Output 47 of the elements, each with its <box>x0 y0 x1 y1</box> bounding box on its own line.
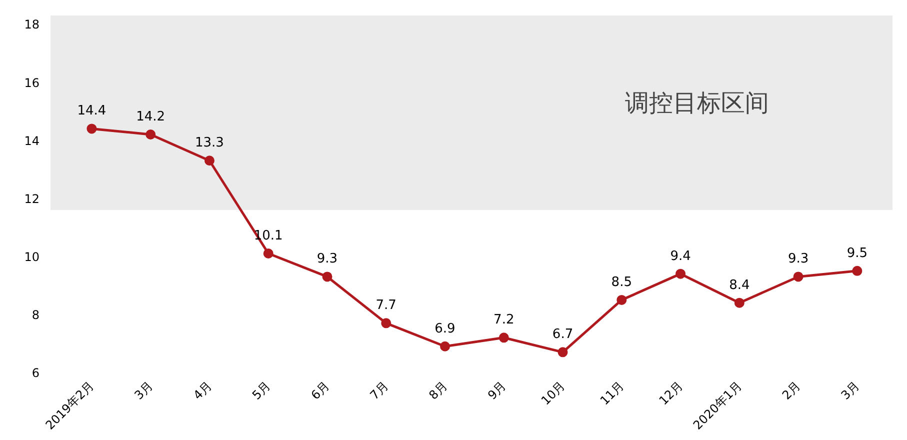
data-label: 7.7 <box>376 298 396 314</box>
data-label: 9.3 <box>788 252 809 267</box>
x-tick-label: 8月 <box>426 378 450 402</box>
x-tick-label: 2月 <box>779 378 804 402</box>
x-tick-label: 10月 <box>538 378 568 408</box>
band-label: 调控目标区间 <box>624 89 769 118</box>
point <box>86 124 97 134</box>
data-label: 14.4 <box>77 104 106 119</box>
point <box>381 318 392 328</box>
x-tick-label: 3月 <box>132 378 156 402</box>
x-tick-label: 6月 <box>308 378 332 402</box>
data-label: 9.3 <box>316 252 338 267</box>
point <box>676 268 686 279</box>
point <box>322 272 332 282</box>
y-tick-label: 6 <box>32 366 40 380</box>
point <box>793 272 804 282</box>
x-tick-label: 7月 <box>367 378 392 402</box>
point <box>558 347 568 358</box>
y-tick-label: 8 <box>32 308 40 322</box>
data-label: 6.9 <box>434 321 456 336</box>
y-tick-label: 10 <box>24 250 40 264</box>
point <box>263 248 274 258</box>
y-tick-label: 18 <box>24 18 40 32</box>
point <box>734 298 744 308</box>
point <box>616 294 627 305</box>
x-tick-label: 11月 <box>597 378 627 408</box>
data-label: 7.2 <box>494 312 514 328</box>
data-label: 8.4 <box>729 278 750 293</box>
data-label: 13.3 <box>195 136 224 151</box>
y-tick-label: 12 <box>24 192 40 206</box>
data-label: 8.5 <box>611 274 632 290</box>
point <box>146 130 156 140</box>
point <box>440 341 450 352</box>
point <box>498 332 509 343</box>
y-tick-label: 14 <box>24 134 40 148</box>
x-tick-label: 9月 <box>485 378 509 402</box>
data-label: 9.5 <box>846 246 868 261</box>
data-label: 14.2 <box>136 110 166 124</box>
x-tick-label: 3月 <box>838 378 862 402</box>
point <box>852 266 862 276</box>
y-tick-label: 16 <box>24 76 40 90</box>
data-label: 6.7 <box>552 327 574 342</box>
data-label: 9.4 <box>670 248 691 264</box>
x-tick-label: 4月 <box>190 378 214 402</box>
x-tick-label: 5月 <box>250 378 274 402</box>
point <box>204 156 214 166</box>
x-tick-label: 12月 <box>656 378 686 408</box>
